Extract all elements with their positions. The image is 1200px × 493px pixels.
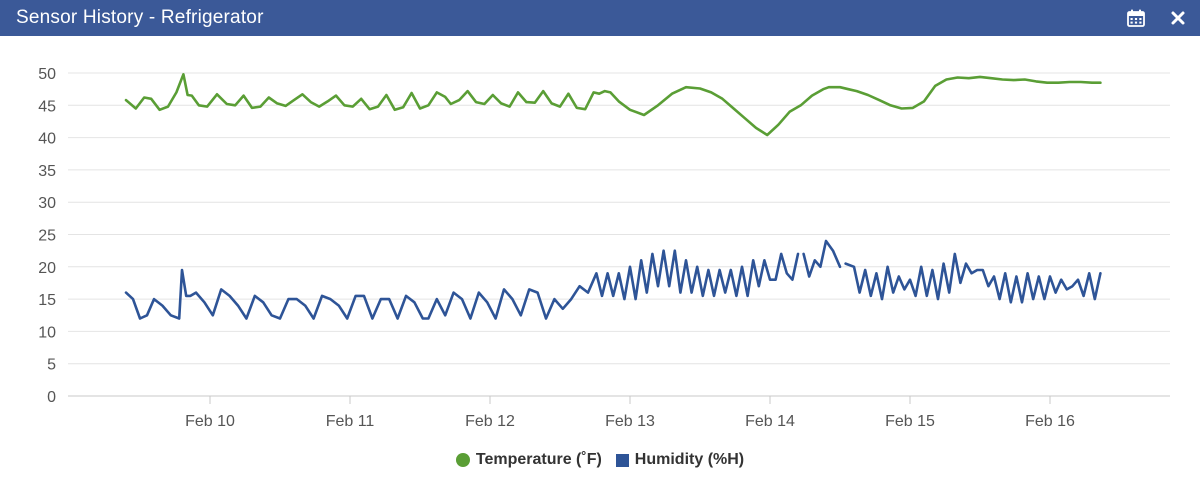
y-tick-label: 5	[47, 357, 56, 374]
legend-label-humidity: Humidity (%H)	[634, 451, 745, 468]
y-tick-label: 15	[38, 292, 56, 309]
y-tick-label: 10	[38, 324, 56, 341]
x-tick-label: Feb 12	[465, 413, 515, 430]
series-layer	[124, 73, 1102, 320]
x-tick-label: Feb 10	[185, 413, 235, 430]
y-tick-label: 25	[38, 228, 56, 245]
window-title: Sensor History - Refrigerator	[16, 7, 264, 28]
legend-item-temperature[interactable]: Temperature (˚F)	[455, 451, 602, 469]
x-tick-label: Feb 14	[745, 413, 795, 430]
close-icon[interactable]	[1166, 6, 1190, 30]
grid-layer	[68, 72, 1170, 397]
y-tick-label: 20	[38, 260, 56, 277]
series-line-temperature[interactable]	[124, 73, 1102, 137]
series-line-humidity-seg1[interactable]	[124, 249, 800, 320]
legend-marker-humidity	[615, 453, 629, 467]
legend-item-humidity[interactable]: Humidity (%H)	[615, 451, 745, 469]
window-titlebar: Sensor History - Refrigerator	[0, 0, 1200, 36]
calendar-icon[interactable]	[1124, 6, 1148, 30]
x-axis: Feb 10 Feb 11 Feb 12 Feb 13 Feb 14 Feb 15 Feb …	[185, 396, 1075, 430]
y-tick-label: 0	[47, 389, 56, 406]
chart-area: 0 5 10 15 20 25 30 35 40 45 50 Feb 10 Feb 11 Feb 12 F…	[0, 36, 1200, 493]
legend-marker-temperature	[455, 453, 470, 467]
y-tick-label: 35	[38, 163, 56, 180]
y-tick-label: 30	[38, 195, 56, 212]
x-tick-label: Feb 11	[326, 413, 375, 430]
x-tick-label: Feb 13	[605, 413, 655, 430]
y-tick-label: 50	[38, 66, 56, 83]
series-line-humidity-seg3[interactable]	[844, 252, 1102, 304]
y-tick-label: 40	[38, 131, 56, 148]
y-axis: 0 5 10 15 20 25 30 35 40 45 50	[38, 66, 56, 406]
x-tick-label: Feb 16	[1025, 413, 1075, 430]
series-line-humidity-seg2[interactable]	[802, 239, 842, 278]
chart-legend: Temperature (˚F) Humidity (%H)	[0, 451, 1200, 469]
x-tick-label: Feb 15	[885, 413, 935, 430]
title-actions	[1124, 0, 1190, 36]
y-tick-label: 45	[38, 98, 56, 115]
legend-label-temperature: Temperature (˚F)	[475, 451, 602, 468]
